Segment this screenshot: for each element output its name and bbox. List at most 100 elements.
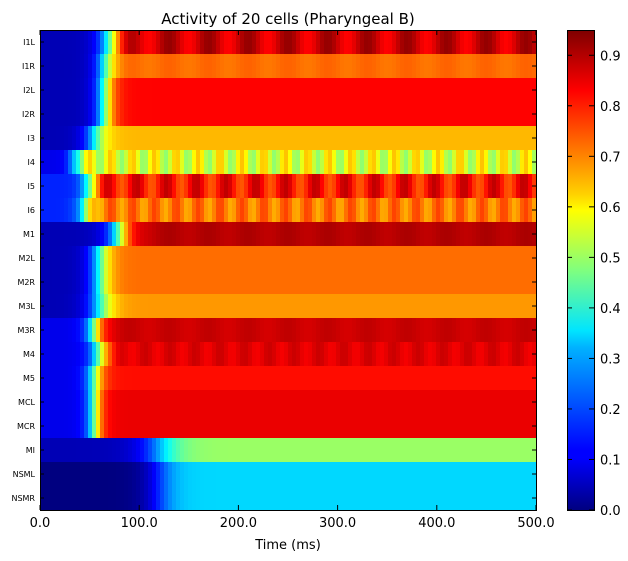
- heatmap-cell: [288, 102, 293, 127]
- heatmap-cell: [372, 222, 377, 247]
- heatmap-cell: [56, 30, 61, 55]
- heatmap-cell: [108, 150, 113, 175]
- heatmap-cell: [408, 342, 413, 367]
- heatmap-cell: [360, 102, 365, 127]
- heatmap-cell: [104, 174, 109, 199]
- heatmap-cell: [256, 270, 261, 295]
- heatmap-cell: [408, 438, 413, 463]
- heatmap-cell: [456, 246, 461, 271]
- heatmap-cell: [452, 270, 457, 295]
- heatmap-cell: [400, 462, 405, 487]
- heatmap-cell: [168, 54, 173, 79]
- heatmap-cell: [340, 102, 345, 127]
- heatmap-cell: [372, 78, 377, 103]
- heatmap-cell: [232, 342, 237, 367]
- heatmap-cell: [256, 318, 261, 343]
- heatmap-cell: [72, 102, 77, 127]
- heatmap-cell: [344, 78, 349, 103]
- heatmap-cell: [392, 342, 397, 367]
- heatmap-cell: [248, 414, 253, 439]
- heatmap-cell: [528, 414, 533, 439]
- heatmap-cell: [392, 222, 397, 247]
- heatmap-cell: [284, 102, 289, 127]
- heatmap-cell: [176, 246, 181, 271]
- heatmap-cell: [512, 222, 517, 247]
- heatmap-cell: [528, 222, 533, 247]
- heatmap-cell: [424, 270, 429, 295]
- heatmap-cell: [380, 102, 385, 127]
- heatmap-cell: [140, 462, 145, 487]
- heatmap-cell: [168, 150, 173, 175]
- heatmap-cell: [68, 366, 73, 391]
- heatmap-cell: [232, 174, 237, 199]
- heatmap-cell: [484, 222, 489, 247]
- heatmap-cell: [168, 366, 173, 391]
- heatmap-cell: [212, 198, 217, 223]
- heatmap-cell: [52, 126, 57, 151]
- heatmap-cell: [284, 438, 289, 463]
- heatmap-cell: [88, 222, 93, 247]
- heatmap-cell: [108, 390, 113, 415]
- heatmap-cell: [396, 174, 401, 199]
- heatmap-cell: [152, 366, 157, 391]
- heatmap-cell: [256, 462, 261, 487]
- heatmap-cell: [148, 222, 153, 247]
- heatmap-cell: [340, 342, 345, 367]
- heatmap-cell: [352, 126, 357, 151]
- heatmap-cell: [360, 126, 365, 151]
- heatmap-cell: [144, 294, 149, 319]
- heatmap-cell: [120, 54, 125, 79]
- heatmap-cell: [332, 438, 337, 463]
- heatmap-cell: [132, 414, 137, 439]
- heatmap-cell: [464, 222, 469, 247]
- heatmap-cell: [80, 294, 85, 319]
- heatmap-cell: [368, 174, 373, 199]
- heatmap-cell: [132, 366, 137, 391]
- heatmap-row-nsml: [40, 462, 537, 487]
- heatmap-cell: [468, 150, 473, 175]
- heatmap-cell: [372, 246, 377, 271]
- heatmap-cell: [476, 270, 481, 295]
- heatmap-cell: [188, 174, 193, 199]
- heatmap-cell: [292, 414, 297, 439]
- heatmap-cell: [420, 390, 425, 415]
- heatmap-cell: [504, 462, 509, 487]
- heatmap-cell: [404, 78, 409, 103]
- heatmap-cell: [232, 198, 237, 223]
- heatmap-cell: [300, 222, 305, 247]
- heatmap-cell: [256, 198, 261, 223]
- heatmap-cell: [104, 78, 109, 103]
- heatmap-cell: [216, 390, 221, 415]
- heatmap-cell: [188, 390, 193, 415]
- heatmap-cell: [480, 294, 485, 319]
- heatmap-cell: [452, 390, 457, 415]
- heatmap-cell: [284, 30, 289, 55]
- heatmap-cell: [84, 414, 89, 439]
- heatmap-cell: [296, 390, 301, 415]
- row-label-mcr: MCR: [17, 422, 35, 431]
- heatmap-cell: [528, 126, 533, 151]
- heatmap-cell: [204, 462, 209, 487]
- heatmap-cell: [196, 222, 201, 247]
- heatmap-cell: [296, 366, 301, 391]
- heatmap-cell: [472, 174, 477, 199]
- heatmap-cell: [88, 54, 93, 79]
- heatmap-cell: [436, 198, 441, 223]
- heatmap-cell: [436, 270, 441, 295]
- heatmap-cell: [516, 174, 521, 199]
- heatmap-cell: [328, 222, 333, 247]
- heatmap-cell: [308, 30, 313, 55]
- heatmap-cell: [304, 270, 309, 295]
- heatmap-cell: [328, 78, 333, 103]
- heatmap-cell: [120, 222, 125, 247]
- heatmap-cell: [472, 318, 477, 343]
- heatmap-cell: [344, 366, 349, 391]
- heatmap-cell: [160, 54, 165, 79]
- heatmap-cell: [80, 174, 85, 199]
- heatmap-cell: [488, 438, 493, 463]
- heatmap-cell: [44, 318, 49, 343]
- heatmap-cell: [252, 318, 257, 343]
- heatmap-cell: [260, 486, 265, 511]
- heatmap-cell: [516, 102, 521, 127]
- heatmap-cell: [452, 102, 457, 127]
